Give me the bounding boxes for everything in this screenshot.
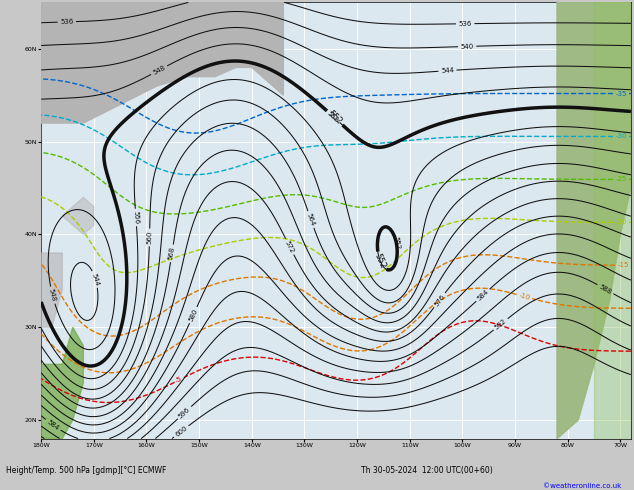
Text: 588: 588 — [598, 283, 612, 295]
Text: 536: 536 — [458, 21, 472, 27]
Text: 552: 552 — [326, 110, 340, 123]
Text: 536: 536 — [60, 19, 74, 25]
Text: 584: 584 — [46, 418, 60, 431]
Text: -30: -30 — [615, 133, 627, 140]
Text: Height/Temp. 500 hPa [gdmp][°C] ECMWF: Height/Temp. 500 hPa [gdmp][°C] ECMWF — [6, 466, 167, 475]
Text: 576: 576 — [433, 293, 446, 307]
Text: -35: -35 — [615, 91, 626, 97]
Text: 556: 556 — [133, 211, 139, 224]
Text: 560: 560 — [146, 231, 153, 244]
Text: 544: 544 — [441, 67, 454, 74]
Polygon shape — [557, 2, 631, 439]
Text: -15: -15 — [618, 262, 629, 269]
Text: -5: -5 — [175, 376, 184, 384]
Text: -10: -10 — [518, 292, 531, 301]
Polygon shape — [41, 2, 283, 123]
Polygon shape — [62, 197, 94, 234]
Text: 552: 552 — [373, 252, 388, 270]
Text: 544: 544 — [91, 272, 100, 286]
Text: 548: 548 — [152, 64, 166, 76]
Polygon shape — [41, 253, 62, 327]
Text: 600: 600 — [174, 425, 188, 438]
Polygon shape — [594, 2, 631, 439]
Text: 572: 572 — [284, 240, 295, 254]
Text: 580: 580 — [188, 308, 198, 322]
Text: ©weatheronline.co.uk: ©weatheronline.co.uk — [543, 483, 621, 489]
Text: 568: 568 — [168, 246, 176, 260]
Text: 548: 548 — [48, 288, 57, 302]
Text: -20: -20 — [615, 220, 626, 225]
Text: 584: 584 — [476, 289, 490, 302]
Polygon shape — [41, 327, 83, 439]
Polygon shape — [557, 2, 631, 439]
Text: 540: 540 — [460, 43, 474, 49]
Text: 552: 552 — [326, 109, 344, 126]
Text: 564: 564 — [306, 212, 316, 227]
Text: 592: 592 — [494, 318, 508, 331]
Text: 596: 596 — [178, 406, 191, 419]
Text: Th 30-05-2024  12:00 UTC(00+60): Th 30-05-2024 12:00 UTC(00+60) — [361, 466, 493, 475]
Text: -25: -25 — [616, 176, 626, 182]
Text: 552: 552 — [392, 236, 401, 250]
